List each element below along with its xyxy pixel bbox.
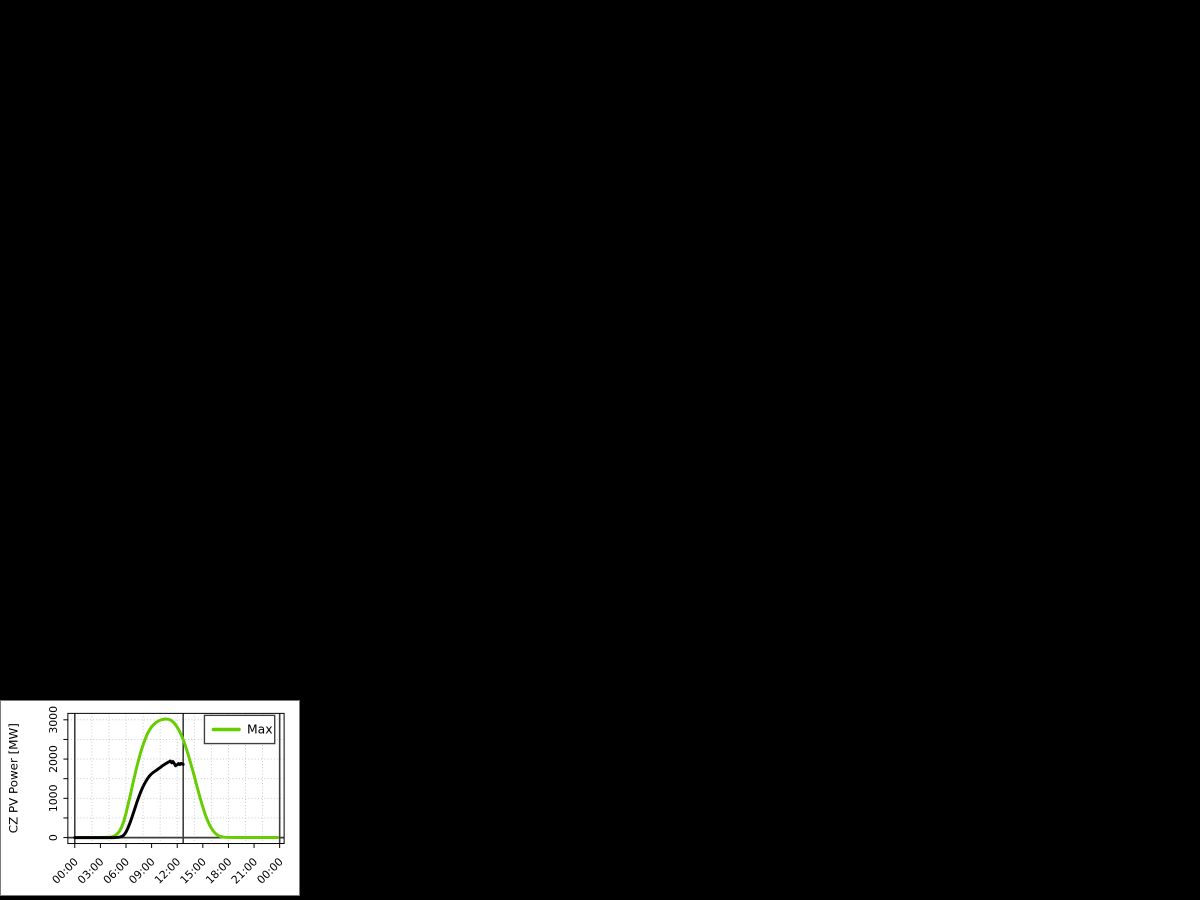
x-axis-label: 00:00: [50, 855, 81, 886]
series-actual: [73, 759, 185, 840]
x-axis-label: 12:00: [152, 855, 183, 886]
x-axis-label: 06:00: [101, 855, 132, 886]
y-axis-label: 0: [47, 834, 60, 841]
y-axis-label: 3000: [47, 706, 60, 734]
x-axis-label: 21:00: [229, 855, 260, 886]
x-axis-label: 03:00: [75, 855, 106, 886]
x-axis-label: 18:00: [203, 855, 234, 886]
x-axis-label: 09:00: [126, 855, 157, 886]
y-axis-title: CZ PV Power [MW]: [6, 723, 20, 833]
x-axis-label: 00:00: [254, 855, 285, 886]
series-max: [73, 717, 279, 839]
pv-power-chart-panel: 00:0003:0006:0009:0012:0015:0018:0021:00…: [0, 700, 300, 896]
x-axis-label: 15:00: [178, 855, 209, 886]
legend-label-max: Max: [247, 723, 273, 737]
y-axis-label: 2000: [47, 745, 60, 773]
y-axis-label: 1000: [47, 784, 60, 812]
